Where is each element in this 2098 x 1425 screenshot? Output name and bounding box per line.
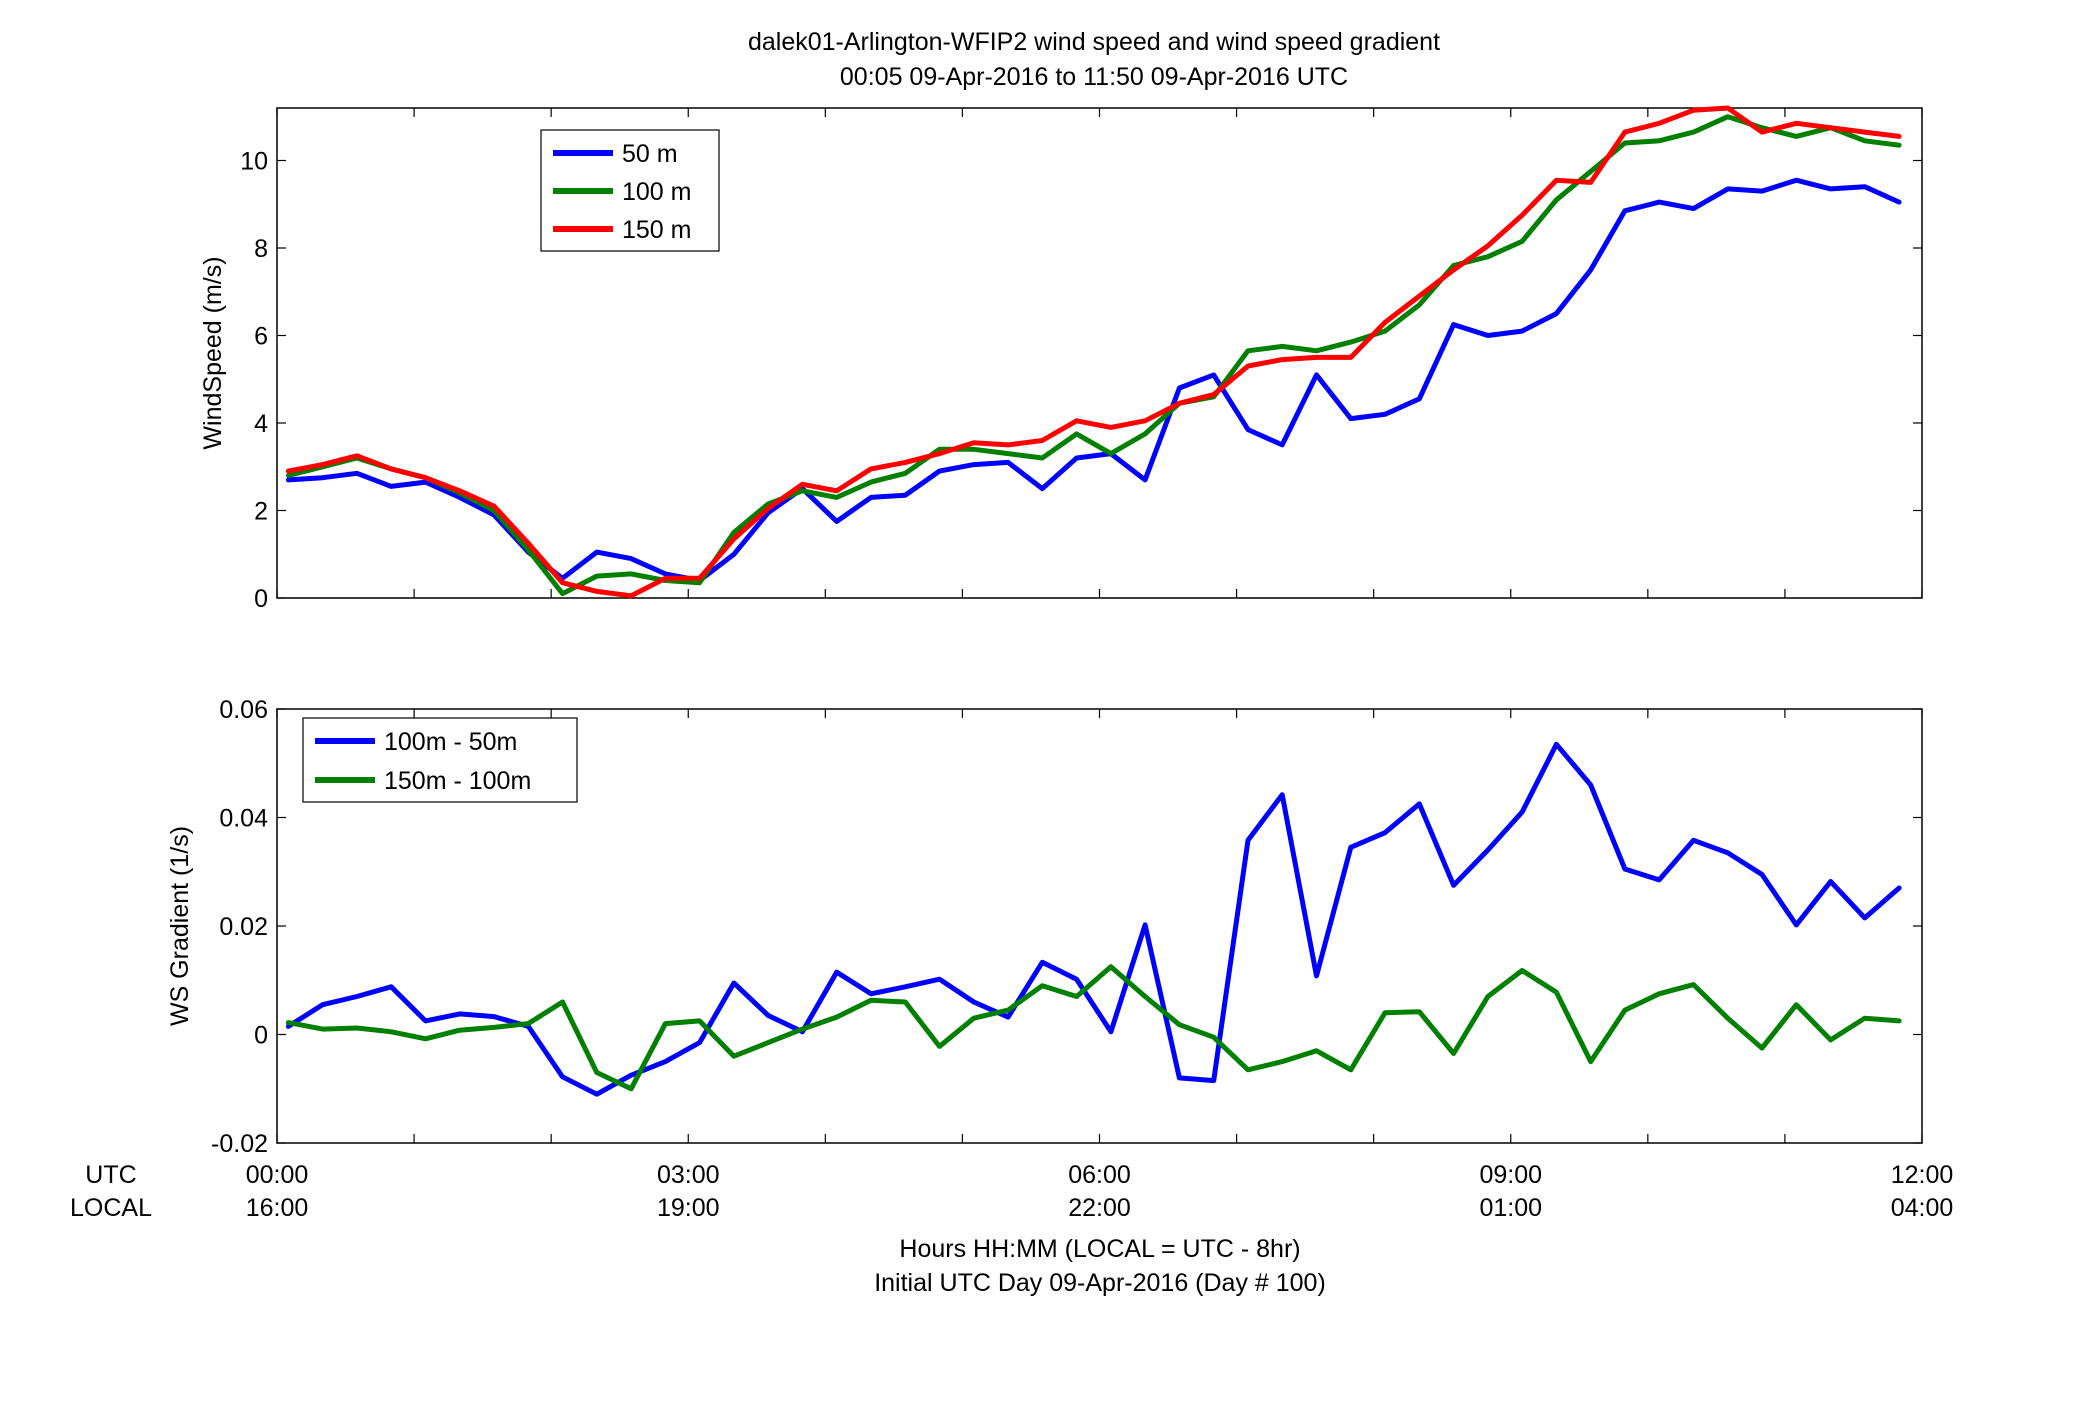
utc-row-label: UTC bbox=[85, 1161, 136, 1189]
legend-label-150m: 150 m bbox=[622, 216, 691, 244]
series-line-150m-100m bbox=[285, 964, 1902, 1092]
x-tick-label-local: 16:00 bbox=[246, 1194, 309, 1222]
windspeed-legend: 50 m 100 m 150 m bbox=[540, 129, 720, 252]
series-line-100-m bbox=[285, 114, 1902, 597]
x-tick-label-local: 01:00 bbox=[1479, 1194, 1542, 1222]
x-tick-label-local: 04:00 bbox=[1891, 1194, 1954, 1222]
x-tick-label-utc: 09:00 bbox=[1479, 1161, 1542, 1189]
y-tick-label: 0 bbox=[254, 1022, 268, 1050]
windspeed-plot-area bbox=[276, 107, 1923, 599]
legend-label-100m-50m: 100m - 50m bbox=[384, 728, 517, 756]
gradient-lines bbox=[285, 741, 1902, 1097]
x-tick-labels: 00:00 16:00 03:00 19:00 06:00 22:00 09:00 01:00… bbox=[246, 1161, 1954, 1222]
windspeed-panel: 0 2 4 6 8 10 WindSpeed (m/s) 50 m 100 m 150 m bbox=[199, 105, 1923, 613]
y-tick-label: 0.04 bbox=[219, 805, 268, 833]
windspeed-ylabel: WindSpeed (m/s) bbox=[199, 256, 227, 449]
x-tick-label-utc: 12:00 bbox=[1891, 1161, 1954, 1189]
gradient-legend: 100m - 50m 150m - 100m bbox=[302, 717, 578, 803]
y-tick-label: 2 bbox=[254, 498, 268, 526]
series-line-150-m bbox=[285, 105, 1902, 599]
y-tick-label: 10 bbox=[240, 148, 268, 176]
gradient-ticks: -0.02 0 0.02 0.04 0.06 bbox=[211, 696, 1923, 1158]
windspeed-ticks: 0 2 4 6 8 10 bbox=[240, 108, 1923, 613]
legend-label-50m: 50 m bbox=[622, 140, 678, 168]
x-axis-label-line-1: Hours HH:MM (LOCAL = UTC - 8hr) bbox=[899, 1235, 1300, 1263]
y-tick-label: 4 bbox=[254, 410, 268, 438]
gradient-ylabel: WS Gradient (1/s) bbox=[166, 826, 194, 1026]
y-tick-label: 8 bbox=[254, 235, 268, 263]
local-row-label: LOCAL bbox=[70, 1194, 152, 1222]
y-tick-label: 0 bbox=[254, 585, 268, 613]
figure-title-line-2: 00:05 09-Apr-2016 to 11:50 09-Apr-2016 U… bbox=[840, 63, 1348, 91]
x-tick-label-local: 19:00 bbox=[657, 1194, 720, 1222]
y-tick-label: -0.02 bbox=[211, 1130, 268, 1158]
y-tick-label: 0.02 bbox=[219, 913, 268, 941]
legend-label-100m: 100 m bbox=[622, 178, 691, 206]
y-tick-label: 6 bbox=[254, 323, 268, 351]
x-tick-label-utc: 00:00 bbox=[246, 1161, 309, 1189]
x-tick-label-utc: 06:00 bbox=[1068, 1161, 1131, 1189]
y-tick-label: 0.06 bbox=[219, 696, 268, 724]
x-tick-label-local: 22:00 bbox=[1068, 1194, 1131, 1222]
gradient-legend-box bbox=[302, 717, 578, 803]
legend-label-150m-100m: 150m - 100m bbox=[384, 767, 531, 795]
windspeed-lines bbox=[285, 105, 1902, 599]
x-tick-label-utc: 03:00 bbox=[657, 1161, 720, 1189]
figure-title-line-1: dalek01-Arlington-WFIP2 wind speed and w… bbox=[748, 28, 1440, 56]
x-axis-label-line-2: Initial UTC Day 09-Apr-2016 (Day # 100) bbox=[874, 1269, 1326, 1297]
gradient-panel: -0.02 0 0.02 0.04 0.06 WS Gradient (1/s) 100… bbox=[166, 696, 1923, 1158]
series-line-100m-50m bbox=[285, 741, 1902, 1097]
